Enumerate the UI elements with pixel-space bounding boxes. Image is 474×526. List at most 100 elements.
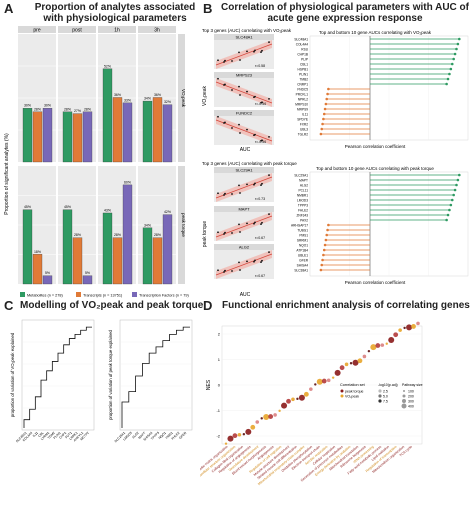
lollipop-point	[449, 67, 453, 71]
row-strip	[178, 34, 185, 162]
bar	[72, 113, 83, 163]
enrichment-point	[281, 402, 288, 409]
x-tick-label: GFER	[178, 430, 188, 440]
bar-label: 18%	[34, 250, 41, 254]
x-tick-label: PLIN1	[52, 431, 61, 440]
gene-label: GFER	[299, 258, 309, 262]
panel-a-plot: Proportion of significant analytes (%) pr…	[4, 26, 189, 298]
lollipop-point	[446, 77, 450, 81]
panel-b-letter: B	[203, 1, 213, 16]
legend-title: Correlation set	[340, 383, 366, 387]
scatter-point	[238, 261, 240, 264]
bar-label: 27%	[74, 109, 81, 113]
legend-label: peak torque	[345, 389, 364, 393]
regression-line	[215, 215, 273, 238]
y-axis-label: peak torque	[202, 221, 208, 248]
gene-label: FHLE2	[298, 208, 308, 212]
gene-label: HSPB1	[298, 67, 309, 71]
y-tick-label: -2	[216, 434, 220, 439]
gene-label: PMS1	[299, 233, 308, 237]
enrichment-point	[242, 432, 246, 436]
x-axis-label: AUC	[240, 292, 251, 298]
legend-swatch	[132, 292, 137, 297]
y-axis-label: VO₂peak	[202, 86, 208, 107]
lollipop-point	[322, 248, 326, 252]
gene-label: ZNF343	[296, 213, 308, 217]
gene-label: NQO1	[299, 243, 308, 247]
facet-strip	[98, 26, 136, 33]
legend-swatch	[378, 394, 382, 398]
lollipop-point	[324, 102, 328, 106]
scatter-point	[231, 60, 233, 62]
lollipop-point	[322, 117, 325, 121]
enrichment-point	[316, 378, 323, 385]
mini-strip-label: FUNDC2	[236, 111, 253, 116]
bar	[22, 209, 33, 285]
mini-strip	[214, 244, 274, 250]
lollipop-point	[324, 238, 328, 242]
gene-label: MRPS10	[295, 102, 308, 106]
enrichment-point	[403, 326, 406, 330]
scatter-point	[260, 101, 262, 104]
scatter-point	[238, 184, 240, 187]
gene-label: SHISA4	[297, 263, 309, 267]
facet-strip	[18, 26, 56, 33]
gene-label: MAPT	[299, 178, 308, 182]
legend-label: Transcription Factors (n = 79)	[139, 294, 189, 298]
scatter-point	[239, 94, 241, 96]
bar	[142, 227, 153, 285]
y-axis-label: proportion of variation of peak torque e…	[108, 329, 113, 419]
gene-label: TPPP3	[298, 203, 308, 207]
bar	[122, 102, 133, 163]
lollipop-point	[319, 268, 323, 272]
enrichment-point	[393, 332, 399, 338]
lollipop-point	[453, 188, 457, 192]
lollipop-point	[325, 97, 329, 101]
scatter-point	[224, 59, 226, 62]
bar-label: 34%	[144, 97, 151, 101]
bar-label: 28%	[64, 107, 71, 111]
scatter-point	[238, 123, 240, 126]
lollipop-point	[455, 47, 458, 51]
lollipop-point	[458, 37, 461, 41]
scatter-point	[223, 61, 225, 63]
lollipop-point	[448, 208, 451, 212]
bar-label: 28%	[84, 107, 91, 111]
enrichment-point	[237, 432, 242, 437]
gene-label: IL11	[302, 112, 308, 116]
bar	[32, 111, 43, 163]
panel-b-title: Correlation of physiological parameters …	[221, 2, 469, 24]
enrichment-point	[416, 321, 420, 326]
gene-label: PRCKL1	[296, 92, 309, 96]
bar-label: 42%	[164, 210, 171, 214]
facet-label: pre	[33, 28, 40, 34]
scatter-point	[217, 77, 219, 80]
scatter-point	[268, 174, 270, 177]
bar-label: 43%	[104, 208, 111, 212]
enrichment-point	[339, 365, 345, 371]
legend-label: 5.0	[383, 394, 388, 398]
scatter-point	[224, 192, 226, 195]
gene-label: COL4A4	[296, 42, 308, 46]
legend-swatch	[401, 403, 407, 409]
lollipop-point	[322, 253, 325, 257]
scatter-point	[246, 183, 248, 186]
gene-label: FXR2	[300, 122, 308, 126]
bar-label: 34%	[144, 223, 151, 227]
lollipop-point	[325, 233, 329, 237]
scatter-point	[253, 96, 255, 99]
panel-a-title: Proportion of analytes associated with p…	[34, 2, 196, 24]
legend-label: 200	[408, 394, 414, 398]
enrichment-point	[263, 413, 270, 420]
scatter-point	[268, 251, 270, 254]
enrichment-point	[286, 398, 291, 404]
gene-label: PAX2	[300, 218, 308, 222]
enrichment-point	[370, 344, 377, 351]
r-value: r=0.73	[255, 197, 265, 201]
mini-strip	[214, 110, 274, 116]
scatter-point	[239, 59, 241, 61]
enrichment-point	[321, 378, 327, 384]
bar-label: 45%	[24, 205, 31, 209]
scatter-point	[253, 50, 255, 53]
gene-label: CBL1	[300, 62, 308, 66]
